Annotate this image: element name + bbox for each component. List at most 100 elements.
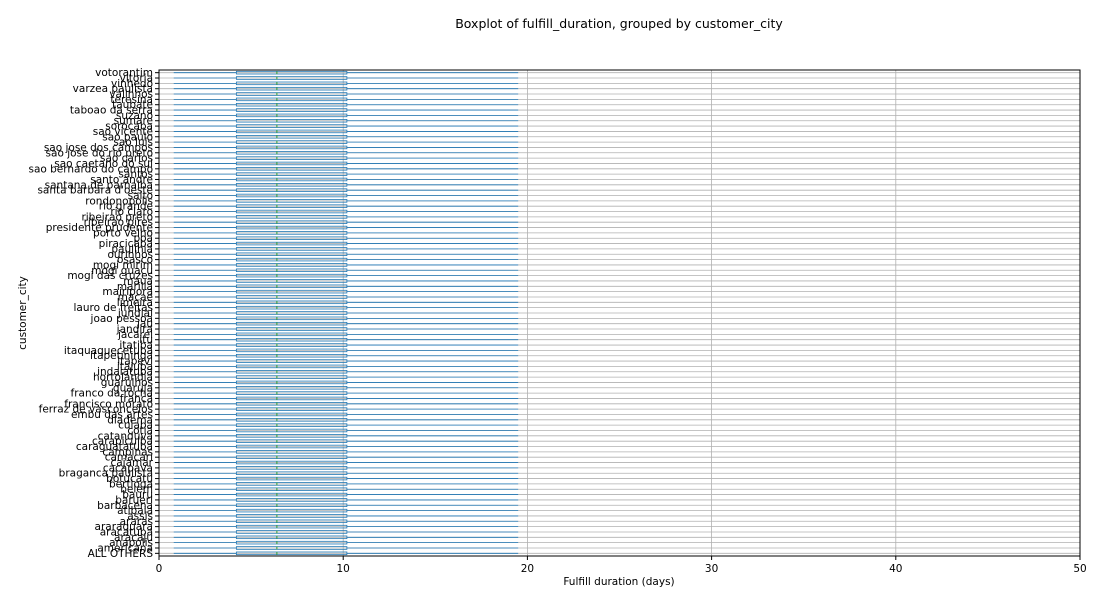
box bbox=[173, 311, 519, 315]
box-iqr bbox=[235, 311, 348, 315]
box bbox=[173, 220, 519, 224]
y-tick-label: sao carlos bbox=[100, 153, 153, 165]
box-iqr bbox=[235, 450, 348, 454]
box-iqr bbox=[235, 460, 348, 465]
box-iqr bbox=[235, 439, 348, 443]
box-iqr bbox=[235, 113, 348, 118]
box bbox=[173, 193, 519, 198]
y-tick-label: catanduva bbox=[98, 430, 153, 442]
y-tick-label: ribeirao pires bbox=[84, 217, 153, 229]
box-iqr bbox=[235, 92, 348, 96]
y-tick-label: guaruja bbox=[113, 382, 153, 394]
y-tick-label: sao luis bbox=[113, 137, 153, 149]
y-tick-label: santa barbara d'oeste bbox=[37, 185, 153, 197]
y-tick-label: cotia bbox=[127, 425, 153, 437]
y-tick-label: itapetininga bbox=[90, 350, 153, 362]
x-tick-label: 30 bbox=[705, 563, 718, 575]
box-iqr bbox=[235, 514, 348, 518]
box bbox=[173, 466, 519, 470]
y-tick-label: aracaju bbox=[114, 532, 153, 544]
y-axis-label: customer_city bbox=[17, 276, 29, 350]
box-iqr bbox=[235, 204, 348, 208]
box bbox=[173, 428, 519, 433]
y-tick-label: teresina bbox=[110, 94, 153, 106]
y-tick-label: barbacena bbox=[97, 500, 153, 512]
y-tick-label: araraquara bbox=[95, 521, 153, 533]
box bbox=[173, 76, 519, 80]
box-iqr bbox=[235, 337, 348, 342]
box-iqr bbox=[235, 241, 348, 246]
y-tick-label: mogi guacu bbox=[91, 265, 153, 277]
box bbox=[173, 540, 519, 545]
y-tick-label: sao vicente bbox=[93, 126, 153, 138]
y-tick-label: maua bbox=[123, 275, 153, 287]
y-tick-label: botucatu bbox=[106, 473, 153, 485]
box-iqr bbox=[235, 396, 348, 401]
y-tick-label: cuiaba bbox=[118, 420, 153, 432]
box-iqr bbox=[235, 316, 348, 321]
box-iqr bbox=[235, 231, 348, 235]
box-iqr bbox=[235, 386, 348, 390]
box-iqr bbox=[235, 172, 348, 176]
y-tick-label: ourinhos bbox=[107, 249, 153, 261]
y-tick-label: itapevi bbox=[117, 356, 153, 368]
box bbox=[173, 167, 519, 171]
box bbox=[173, 423, 519, 427]
box bbox=[173, 444, 519, 449]
box-iqr bbox=[235, 236, 348, 240]
box bbox=[173, 455, 519, 459]
box-iqr bbox=[235, 332, 348, 337]
box bbox=[173, 460, 519, 465]
y-tick-label: ALL OTHERS bbox=[88, 548, 154, 560]
y-tick-label: cacapava bbox=[103, 462, 153, 474]
y-tick-label: jau bbox=[136, 318, 153, 330]
y-tick-label: anapolis bbox=[109, 537, 153, 549]
boxes bbox=[173, 70, 519, 556]
box-iqr bbox=[235, 444, 348, 449]
box-iqr bbox=[235, 199, 348, 203]
box bbox=[173, 535, 519, 540]
box bbox=[173, 209, 519, 214]
box-iqr bbox=[235, 546, 348, 550]
box bbox=[173, 102, 519, 107]
grid bbox=[158, 70, 1081, 556]
box-iqr bbox=[235, 257, 348, 262]
x-tick-label: 10 bbox=[337, 563, 350, 575]
box-iqr bbox=[235, 498, 348, 502]
y-tick-label: rio grande bbox=[99, 201, 153, 213]
box bbox=[173, 124, 519, 128]
x-tick-label: 20 bbox=[521, 563, 534, 575]
y-tick-label: sao bernardo do campo bbox=[28, 163, 153, 175]
y-tick-label: rio claro bbox=[110, 206, 153, 218]
y-tick-label: itajuba bbox=[117, 361, 153, 373]
box-iqr bbox=[235, 391, 348, 395]
box bbox=[173, 492, 519, 497]
y-tick-label: santo andre bbox=[90, 174, 153, 186]
box-iqr bbox=[235, 540, 348, 545]
box bbox=[173, 375, 519, 379]
box bbox=[173, 129, 519, 134]
box bbox=[173, 503, 519, 507]
box-iqr bbox=[235, 471, 348, 475]
y-tick-label: americana bbox=[97, 542, 153, 554]
y-tick-label: vinhedo bbox=[111, 78, 153, 90]
y-tick-label: taboao da serra bbox=[70, 105, 153, 117]
box-iqr bbox=[235, 476, 348, 481]
box-iqr bbox=[235, 519, 348, 524]
y-tick-label: salto bbox=[128, 190, 153, 202]
box bbox=[173, 370, 519, 374]
box bbox=[173, 140, 519, 144]
box bbox=[173, 434, 519, 438]
box bbox=[173, 231, 519, 235]
y-tick-label: ribeirao preto bbox=[81, 211, 153, 223]
box-iqr bbox=[235, 225, 348, 230]
y-tick-label: indaiatuba bbox=[97, 366, 153, 378]
box-iqr bbox=[235, 418, 348, 422]
box bbox=[173, 161, 519, 166]
box bbox=[173, 450, 519, 454]
box-iqr bbox=[235, 97, 348, 102]
box bbox=[173, 108, 519, 112]
box-iqr bbox=[235, 327, 348, 331]
y-tick-label: varzea paulista bbox=[73, 83, 153, 95]
